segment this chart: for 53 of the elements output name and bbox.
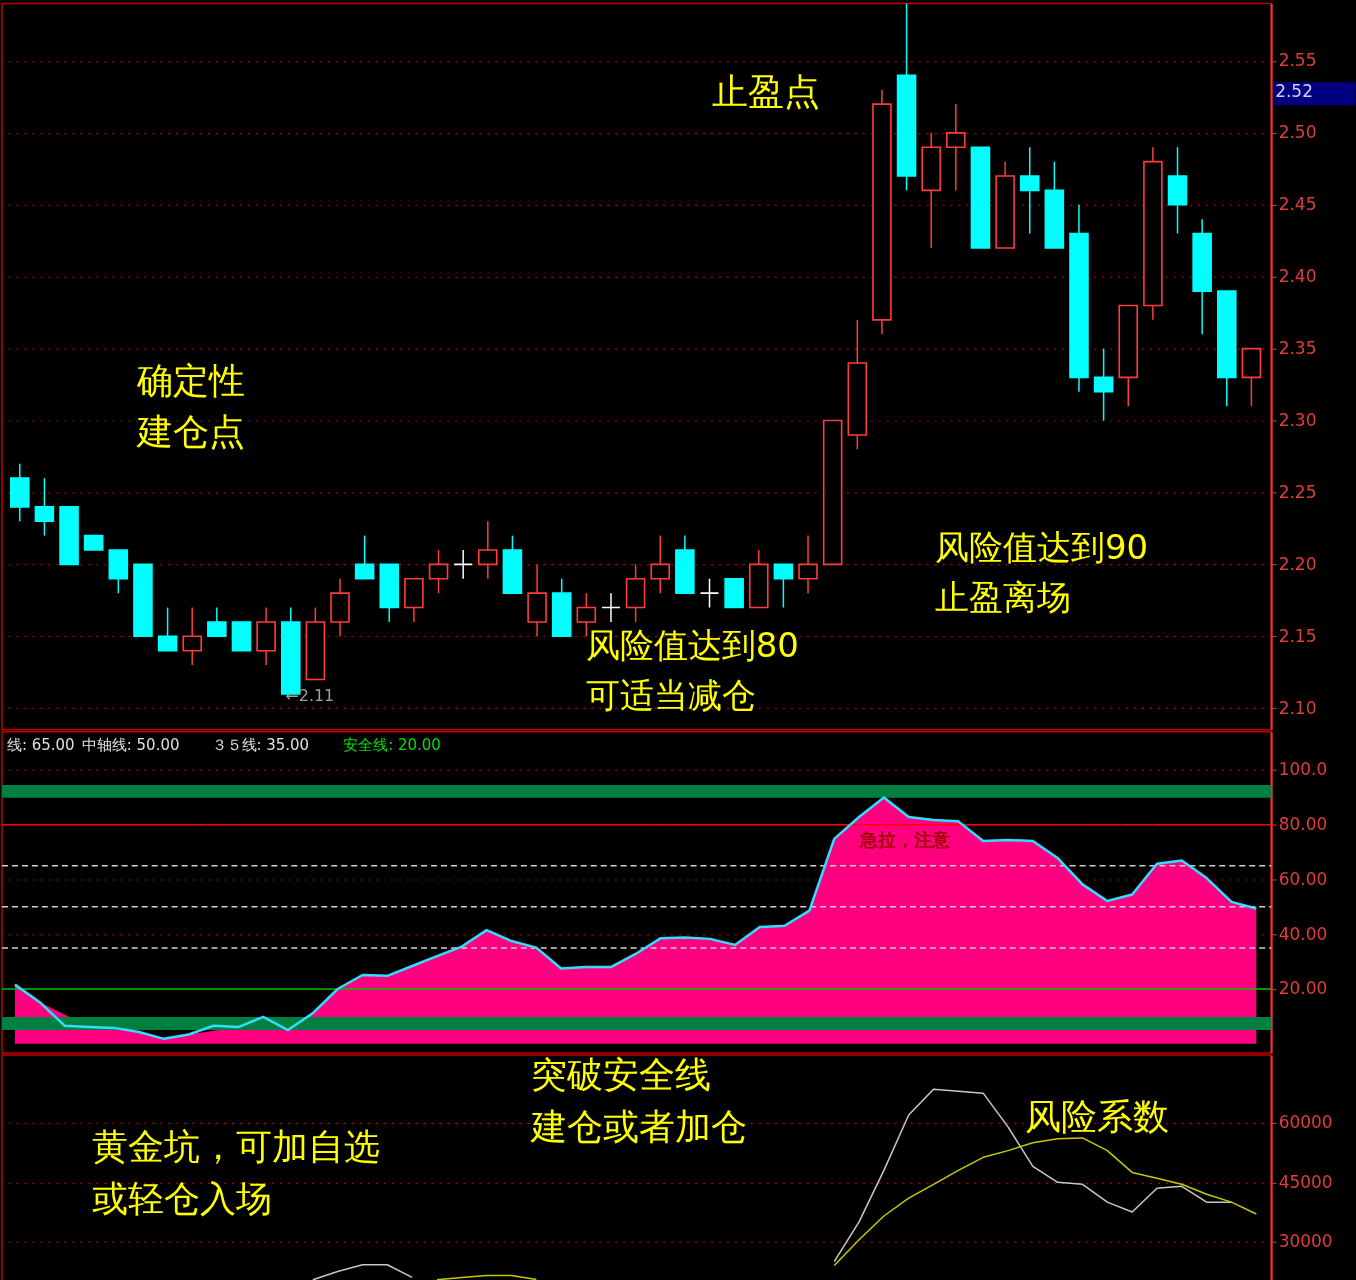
y-tick-label: 2.45	[1278, 194, 1317, 215]
y-tick-label: 40.00	[1278, 923, 1328, 944]
candlestick	[699, 578, 720, 609]
y-tick-label: 30000	[1278, 1231, 1333, 1252]
annotation: ３５线: 35.00	[211, 735, 310, 754]
candlestick	[798, 534, 818, 594]
candlestick	[478, 520, 498, 580]
y-tick-label: 60000	[1278, 1112, 1333, 1133]
candlestick	[601, 592, 621, 623]
annotation: 建仓或者加仓	[529, 1105, 747, 1147]
candlestick	[207, 606, 227, 638]
annotation: 急拉，注意	[859, 828, 952, 850]
annotation: 风险值达到80	[585, 625, 799, 665]
annotation: 风险值达到90	[934, 528, 1149, 568]
y-tick-label: 80.00	[1278, 814, 1328, 835]
annotation: 确定性	[135, 359, 245, 401]
annotation: 中轴线: 50.00	[81, 735, 180, 754]
candlestick	[157, 606, 178, 652]
candlestick	[773, 563, 794, 609]
candlestick	[650, 534, 671, 594]
y-tick-label: 2.30	[1278, 410, 1317, 431]
candlestick	[946, 103, 966, 192]
y-tick-label: 20.00	[1278, 978, 1328, 999]
annotation: 风险系数	[1024, 1095, 1169, 1137]
annotation: 或轻仓入场	[91, 1177, 272, 1219]
candlestick	[428, 549, 449, 594]
candlestick	[354, 534, 375, 580]
y-tick-label: 2.15	[1278, 625, 1317, 646]
text: 2.52	[1275, 81, 1313, 102]
y-tick-label: 2.35	[1278, 338, 1317, 359]
candlestick	[182, 606, 202, 666]
y-tick-label: 2.55	[1278, 50, 1317, 71]
y-tick-label: 2.50	[1278, 122, 1317, 143]
y-tick-label: 2.20	[1278, 553, 1317, 574]
y-tick-label: 2.10	[1278, 697, 1317, 718]
annotation: 安全线: 20.00	[343, 735, 441, 754]
annotation: ←2.11	[285, 685, 335, 705]
y-tick-label: 60.00	[1278, 868, 1328, 889]
annotation: 止盈离场	[934, 578, 1071, 618]
annotation: 线: 65.00	[6, 735, 75, 754]
annotation: 止盈点	[712, 71, 821, 113]
annotation: 可适当减仓	[585, 675, 756, 715]
candlestick	[453, 549, 473, 580]
candlestick	[1093, 347, 1114, 422]
annotation: 突破安全线	[530, 1054, 711, 1096]
y-tick-label: 100.0	[1278, 759, 1328, 780]
y-tick-label: 2.40	[1278, 266, 1317, 287]
annotation: 建仓点	[135, 411, 245, 453]
y-tick-label: 2.25	[1278, 481, 1317, 502]
annotation: 黄金坑，可加自选	[91, 1125, 380, 1167]
y-tick-label: 45000	[1278, 1171, 1333, 1192]
candlestick	[1019, 146, 1040, 235]
candlestick	[34, 477, 55, 537]
